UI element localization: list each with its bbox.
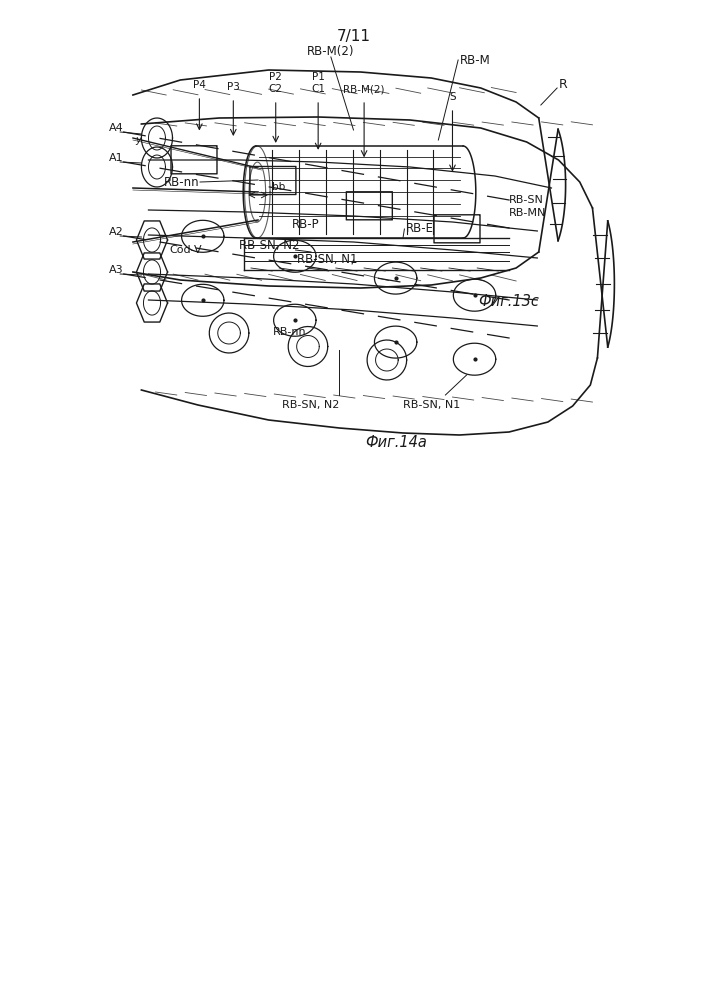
Text: S: S [449,92,456,102]
Text: RB-SN: RB-SN [509,195,544,205]
Text: RB-SN, N1: RB-SN, N1 [297,253,358,266]
Text: R: R [559,79,567,92]
Text: bb: bb [272,182,286,192]
FancyBboxPatch shape [346,192,392,220]
Text: P4: P4 [193,80,206,90]
FancyBboxPatch shape [434,215,480,243]
Text: Cod-V: Cod-V [170,245,202,255]
Text: A2: A2 [109,227,124,237]
Text: RB-M(2): RB-M(2) [344,84,385,94]
Text: P2
C2: P2 C2 [269,72,283,94]
Text: RB-E: RB-E [406,223,434,235]
Text: P3: P3 [227,82,240,92]
Text: RB-M(2): RB-M(2) [307,45,355,58]
Text: RB-P: RB-P [291,219,320,232]
Text: 7/11: 7/11 [337,29,370,44]
Text: RB-nn: RB-nn [164,176,199,188]
FancyBboxPatch shape [250,166,296,195]
Text: RB-SN, N1: RB-SN, N1 [403,400,460,410]
Text: RB-SN, N2: RB-SN, N2 [282,400,340,410]
Text: Фиг.14а: Фиг.14а [365,435,427,450]
Text: A1: A1 [109,153,124,163]
Text: y: y [135,135,141,145]
Text: A3: A3 [109,265,124,275]
FancyBboxPatch shape [171,146,217,174]
Text: RB-MN: RB-MN [509,208,547,218]
Text: P1
C1: P1 C1 [311,72,325,94]
Text: RB-M: RB-M [460,53,490,66]
Text: RB-SN, N2: RB-SN, N2 [239,239,300,252]
Text: Фиг.13с: Фиг.13с [479,294,539,310]
Text: A4: A4 [109,123,124,133]
Text: RB-nn: RB-nn [273,327,307,337]
